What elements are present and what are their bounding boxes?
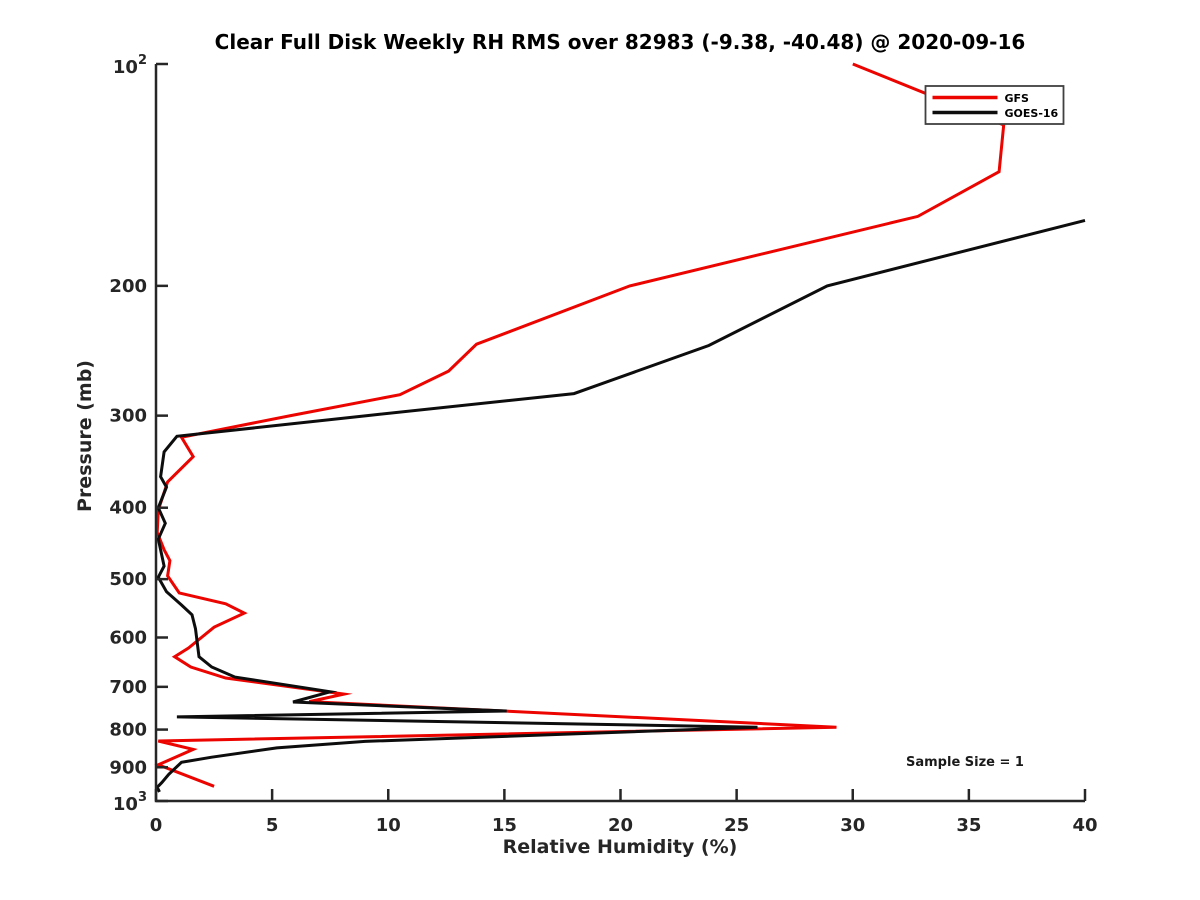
legend-box	[924, 85, 1065, 125]
legend-label: GOES-16	[1005, 107, 1059, 120]
x-tick-label: 10	[376, 815, 401, 836]
x-tick-label: 40	[1072, 815, 1097, 836]
y-tick-label: 800	[109, 720, 147, 741]
x-tick-label: 0	[150, 815, 163, 836]
x-axis-label: Relative Humidity (%)	[502, 836, 738, 858]
x-tick-label: 15	[492, 815, 517, 836]
y-tick-label: 400	[109, 498, 147, 519]
axis-spines	[154, 64, 1085, 803]
y-tick-label: 102	[113, 53, 147, 78]
y-tick-label: 900	[109, 757, 147, 778]
x-tick-label: 5	[266, 815, 279, 836]
x-tick-label: 20	[608, 815, 633, 836]
y-tick-label: 500	[109, 569, 147, 590]
series-gfs	[154, 62, 1006, 788]
y-tick-label: 200	[109, 276, 147, 297]
legend-label: GFS	[1005, 92, 1030, 105]
y-tick-label: 103	[113, 790, 147, 815]
y-tick-label: 700	[109, 677, 147, 698]
y-tick-label: 300	[109, 406, 147, 427]
y-tick-label: 600	[109, 627, 147, 648]
chart-title: Clear Full Disk Weekly RH RMS over 82983…	[214, 30, 1026, 54]
x-tick-label: 25	[724, 815, 749, 836]
legend: GFS GOES-16	[924, 85, 1065, 125]
x-tick-label: 35	[956, 815, 981, 836]
x-tick-label: 30	[840, 815, 865, 836]
sample-size-annotation: Sample Size = 1	[906, 755, 1024, 770]
series-goes-16	[155, 218, 1086, 793]
